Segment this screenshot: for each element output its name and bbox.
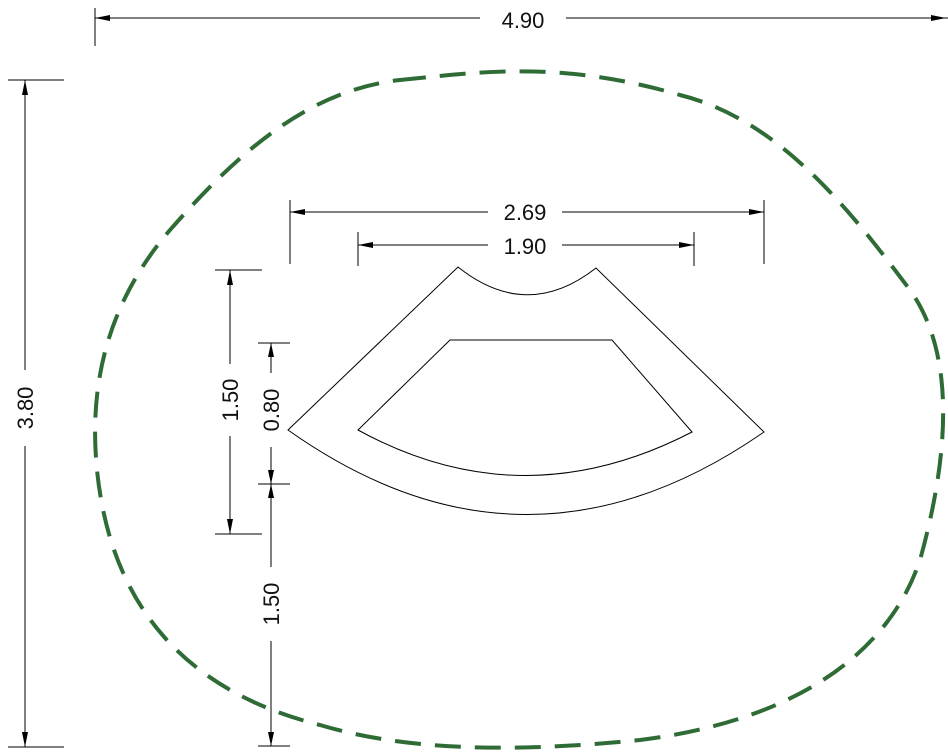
- dim-front-clearance: 1.50: [257, 484, 290, 747]
- dim-overall-height: 3.80: [8, 79, 64, 748]
- dim-mat-depth: 0.80: [257, 342, 290, 485]
- mat-inner-outline: [357, 339, 693, 476]
- dim-outer-arc-width: 2.69: [289, 198, 765, 264]
- dim-label-overall-width: 4.90: [502, 8, 545, 33]
- dim-platform-depth: 1.50: [215, 269, 262, 535]
- dim-label-mat-depth: 0.80: [259, 389, 284, 432]
- dim-label-platform-depth: 1.50: [218, 379, 243, 422]
- dim-label-inner-arc-width: 1.90: [504, 234, 547, 259]
- safety-zone-outline: [93, 69, 946, 750]
- dim-inner-arc-width: 1.90: [357, 231, 695, 266]
- dim-label-front-clearance: 1.50: [259, 583, 284, 626]
- dim-overall-width: 4.90: [94, 4, 948, 46]
- dim-label-outer-arc-width: 2.69: [504, 200, 547, 225]
- dim-label-overall-height: 3.80: [13, 387, 38, 430]
